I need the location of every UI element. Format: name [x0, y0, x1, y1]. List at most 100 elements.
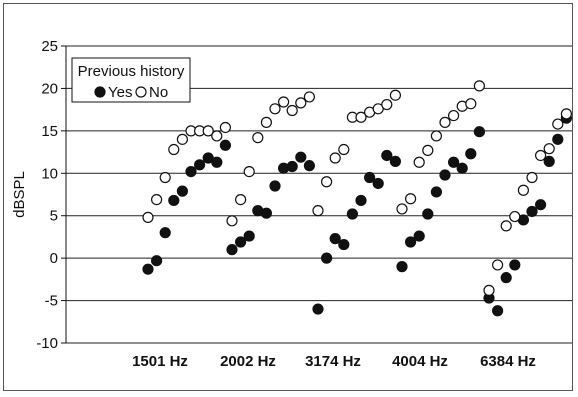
data-point-yes [534, 199, 547, 211]
data-point-no [517, 184, 530, 196]
data-point-no [338, 143, 350, 156]
x-tick-label: 1501 Hz [132, 353, 188, 370]
data-point-yes [260, 207, 272, 219]
data-point-no [422, 144, 434, 156]
data-point-no [509, 210, 521, 223]
data-point-no [202, 125, 214, 137]
data-point-yes [194, 159, 206, 171]
data-point-yes [422, 208, 434, 220]
data-point-no [176, 133, 188, 145]
data-point-yes [211, 156, 223, 168]
data-point-no [235, 193, 247, 206]
data-point-no [321, 176, 333, 188]
data-point-yes [439, 169, 451, 181]
data-point-yes [295, 151, 307, 163]
data-point-no [483, 284, 495, 296]
data-point-yes [219, 139, 231, 151]
legend-marker-no [135, 86, 147, 98]
data-point-no [312, 205, 324, 217]
data-point-no [543, 143, 555, 155]
data-point-no [560, 108, 573, 120]
data-point-yes [381, 149, 393, 162]
data-point-no [389, 89, 401, 101]
legend-title: Previous history [78, 63, 185, 80]
data-point-yes [243, 230, 255, 242]
legend-label-no: No [149, 84, 168, 101]
data-point-yes [159, 227, 171, 239]
data-point-yes [552, 133, 564, 145]
data-point-no [243, 165, 255, 178]
data-point-yes [364, 171, 376, 184]
data-point-no [534, 149, 547, 162]
legend-box [71, 57, 191, 103]
legend-marker-yes [94, 86, 106, 98]
data-point-no [211, 130, 223, 142]
data-point-no [448, 109, 460, 122]
y-tick-label: 25 [41, 38, 58, 55]
data-point-yes [346, 208, 358, 220]
data-point-no [159, 171, 171, 184]
x-tick-label: 6384 Hz [480, 353, 536, 370]
legend-label-yes: Yes [108, 84, 132, 101]
data-point-yes [473, 126, 485, 138]
data-point-no [269, 103, 281, 115]
data-point-no [303, 91, 315, 103]
data-point-yes [456, 162, 468, 174]
data-point-yes [389, 155, 401, 168]
data-point-no [260, 116, 272, 128]
y-tick-label: 10 [41, 165, 58, 182]
data-point-yes [405, 236, 417, 248]
data-point-no [473, 80, 485, 92]
data-point-yes [185, 165, 197, 178]
data-point-yes [321, 252, 333, 264]
data-point-yes [500, 272, 512, 284]
data-point-yes [492, 305, 504, 317]
x-tick-label: 4004 Hz [392, 353, 448, 370]
data-point-no [142, 211, 154, 224]
data-point-no [439, 116, 451, 128]
data-point-yes [269, 180, 281, 192]
data-point-yes [286, 160, 298, 173]
data-point-no [286, 104, 298, 117]
data-point-no [552, 118, 564, 130]
data-point-no [252, 132, 264, 144]
data-point-yes [509, 259, 521, 271]
data-point-no [295, 97, 307, 109]
data-point-yes [465, 148, 477, 160]
y-tick-label: -5 [45, 293, 58, 310]
data-point-no [396, 203, 408, 215]
data-point-no [405, 193, 417, 205]
data-point-yes [338, 238, 350, 251]
data-point-yes [396, 261, 408, 273]
data-point-yes [413, 230, 425, 242]
data-point-no [329, 152, 341, 164]
x-tick-label: 2002 Hz [220, 353, 276, 370]
data-point-no [381, 98, 393, 111]
data-point-yes [142, 263, 154, 275]
data-point-yes [312, 303, 324, 315]
data-point-yes [329, 233, 341, 245]
data-point-yes [235, 236, 247, 248]
y-tick-label: 15 [41, 123, 58, 140]
data-point-no [355, 111, 367, 123]
data-point-no [492, 259, 504, 271]
data-point-no [151, 193, 163, 206]
y-tick-label: 20 [41, 80, 58, 97]
data-point-yes [430, 186, 442, 198]
data-point-yes [448, 156, 460, 168]
x-tick-label: 3174 Hz [305, 353, 361, 370]
data-point-no [526, 171, 538, 184]
data-point-no [500, 220, 512, 232]
data-point-no [413, 156, 425, 168]
y-tick-label: -10 [36, 335, 58, 352]
y-tick-label: 5 [50, 208, 58, 225]
data-point-yes [168, 194, 180, 207]
data-point-no [168, 143, 180, 156]
y-axis-label: dBSPL [11, 171, 28, 218]
data-point-yes [372, 177, 384, 190]
data-point-no [219, 121, 231, 134]
data-point-no [226, 215, 238, 227]
data-point-no [278, 96, 290, 108]
data-point-yes [543, 155, 555, 168]
